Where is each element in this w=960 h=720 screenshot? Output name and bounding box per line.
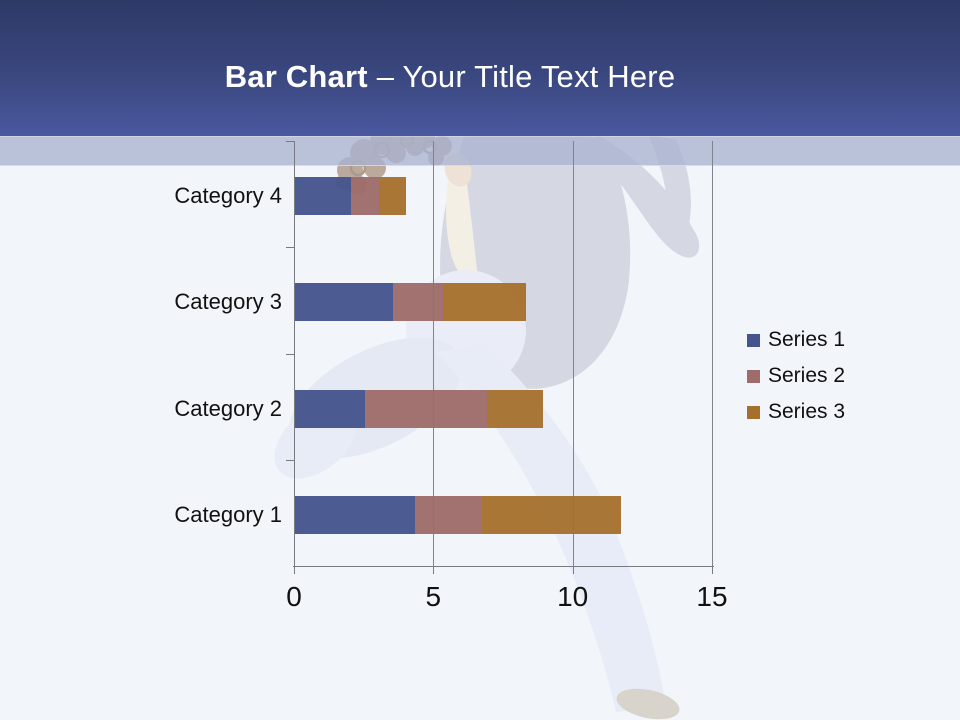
value-axis-label: 5 <box>425 581 442 612</box>
value-axis-label: 15 <box>696 581 728 612</box>
category-axis-tick <box>286 459 294 461</box>
value-axis-tick <box>294 566 295 574</box>
category-label: Category 4 <box>174 183 282 209</box>
bar-segment-series2-category-4[interactable] <box>350 177 379 216</box>
value-axis-tick <box>433 566 435 574</box>
value-axis-line <box>293 566 714 567</box>
legend-label: Series 3 <box>768 400 846 423</box>
accent-strip <box>0 136 960 166</box>
value-axis-label: 10 <box>557 581 589 612</box>
category-label: Category 3 <box>174 289 282 315</box>
dancer-leg <box>436 344 666 712</box>
bar-segment-series2-category-2[interactable] <box>364 389 488 428</box>
legend-swatch-icon <box>747 405 760 419</box>
bar-segment-series3-category-4[interactable] <box>378 177 407 216</box>
slide-title[interactable]: Bar Chart – Your Title Text Here <box>0 56 900 98</box>
legend-label: Series 2 <box>768 364 846 387</box>
legend-label: Series 1 <box>768 328 846 351</box>
legend-item-series1[interactable]: Series 1 <box>747 328 846 351</box>
category-axis-tick <box>286 353 294 355</box>
value-axis-label: 0 <box>286 581 302 612</box>
bar-segment-series3-category-1[interactable] <box>481 495 622 534</box>
value-axis-tick <box>572 566 574 574</box>
title-regular-text: – Your Title Text Here <box>376 59 676 94</box>
dancer-chest-highlight <box>446 156 478 282</box>
legend-swatch-icon <box>747 369 760 383</box>
chart-legend[interactable]: Series 1 Series 2 Series 3 <box>747 328 846 437</box>
legend-item-series3[interactable]: Series 3 <box>747 400 846 423</box>
bar-segment-series3-category-3[interactable] <box>442 283 527 322</box>
category-axis-line <box>294 141 295 566</box>
gridline-15 <box>712 141 713 566</box>
category-label: Category 2 <box>174 395 282 421</box>
category-axis-tick <box>286 141 294 142</box>
category-axis-tick <box>286 247 294 249</box>
bar-segment-series3-category-2[interactable] <box>487 389 543 428</box>
category-label: Category 1 <box>174 501 282 527</box>
legend-item-series2[interactable]: Series 2 <box>747 364 846 387</box>
bar-segment-series1-category-4[interactable] <box>295 177 351 216</box>
bar-segment-series1-category-2[interactable] <box>295 389 365 428</box>
bar-segment-series2-category-1[interactable] <box>414 495 482 534</box>
gridline-5 <box>433 141 435 566</box>
title-band: Bar Chart – Your Title Text Here <box>0 0 960 136</box>
bar-segment-series1-category-1[interactable] <box>295 495 415 534</box>
bar-segment-series2-category-3[interactable] <box>392 283 443 322</box>
legend-swatch-icon <box>747 333 760 347</box>
title-bold-text: Bar Chart <box>224 59 368 94</box>
dancer-shoe <box>616 688 680 720</box>
bar-segment-series1-category-3[interactable] <box>295 283 393 322</box>
gridline-10 <box>572 141 574 566</box>
value-axis-tick <box>712 566 713 574</box>
